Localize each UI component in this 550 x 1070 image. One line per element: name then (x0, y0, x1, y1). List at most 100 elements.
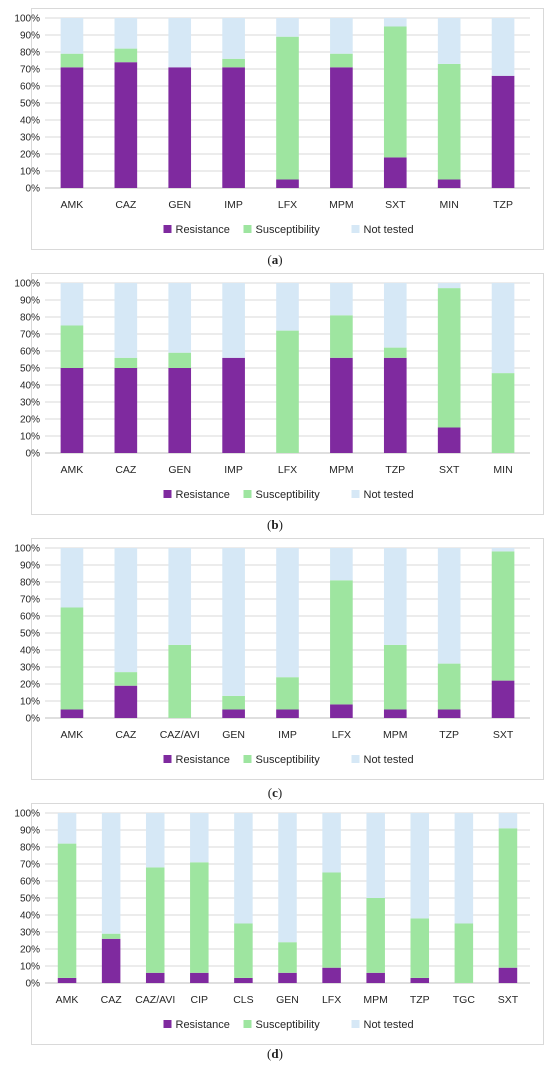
bar-susceptibility-sxt (383, 26, 407, 158)
bar-not-tested-tzp (437, 548, 461, 664)
x-category-label: MIN (440, 199, 459, 211)
chart-panel-d: 0% 10% 20% 30% 40% 50% 60% 70% 80% 90% 100% AMK CAZ C… (14, 809, 530, 1031)
x-category-label: IMP (224, 464, 243, 476)
bar-not-tested-amk (60, 283, 84, 326)
bar-not-tested-sxt (437, 283, 461, 289)
bar-not-tested-mpm (366, 813, 385, 898)
legend-swatch-not-tested (351, 1020, 360, 1028)
y-tick-label: 0% (26, 449, 41, 460)
panel-letter-d: d (271, 1046, 279, 1061)
x-category-label: MPM (363, 994, 388, 1006)
bar-resistance-caz-avi (145, 972, 165, 983)
x-category-label: AMK (61, 464, 84, 476)
bar-not-tested-tzp (383, 283, 407, 348)
bar-susceptibility-cls (234, 923, 253, 978)
bar-susceptibility-amk (57, 843, 77, 978)
bar-resistance-sxt (437, 427, 461, 453)
y-tick-label: 0% (26, 979, 41, 990)
x-category-label: CAZ/AVI (160, 729, 200, 741)
x-category-label: IMP (224, 199, 243, 211)
bar-resistance-caz (101, 938, 121, 983)
bar-susceptibility-mpm (366, 898, 385, 973)
bar-resistance-sxt (498, 967, 518, 983)
y-tick-label: 20% (20, 415, 40, 426)
bar-susceptibility-cip (190, 862, 209, 973)
bar-susceptibility-gen (222, 695, 245, 710)
x-category-label: CAZ/AVI (135, 994, 175, 1006)
bar-not-tested-sxt (383, 18, 407, 27)
legend-swatch-resistance (163, 225, 172, 233)
y-tick-label: 40% (20, 646, 40, 657)
y-tick-label: 0% (26, 184, 41, 195)
bar-not-tested-imp (276, 548, 299, 678)
bar-not-tested-amk (60, 18, 84, 54)
bar-resistance-tzp (491, 75, 515, 188)
bar-not-tested-lfx (330, 548, 353, 581)
legend-label-susceptibility: Susceptibility (256, 489, 321, 501)
y-tick-label: 80% (20, 843, 40, 854)
bar-resistance-imp (276, 709, 299, 718)
y-tick-label: 20% (20, 680, 40, 691)
x-category-label: LFX (278, 464, 297, 476)
x-category-label: IMP (278, 729, 297, 741)
y-tick-label: 60% (20, 612, 40, 623)
bar-susceptibility-lfx (276, 330, 299, 453)
panel-letter-b: b (271, 517, 279, 532)
bar-resistance-sxt (383, 157, 407, 188)
y-tick-label: 50% (20, 894, 40, 905)
bar-resistance-amk (60, 67, 84, 188)
legend-label-not-tested: Not tested (364, 754, 414, 766)
bar-not-tested-caz (114, 18, 138, 49)
x-category-label: TGC (453, 994, 476, 1006)
bar-susceptibility-imp (276, 677, 299, 710)
legend-label-susceptibility: Susceptibility (256, 754, 321, 766)
legend-label-susceptibility: Susceptibility (256, 1019, 321, 1031)
bar-not-tested-caz-avi (168, 548, 192, 645)
bar-not-tested-tzp (491, 18, 515, 76)
x-category-label: CLS (233, 994, 253, 1006)
bar-susceptibility-tzp (410, 918, 430, 978)
bar-not-tested-min (491, 283, 515, 374)
bar-not-tested-mpm (330, 18, 353, 54)
y-tick-label: 30% (20, 398, 40, 409)
y-tick-label: 20% (20, 150, 40, 161)
bar-susceptibility-sxt (498, 828, 518, 968)
panel-label-d: (d) (267, 1046, 283, 1061)
legend-swatch-not-tested (351, 755, 360, 763)
x-category-label: MPM (383, 729, 408, 741)
y-tick-label: 20% (20, 945, 40, 956)
bar-not-tested-lfx (322, 813, 341, 873)
bar-resistance-gen (168, 67, 192, 188)
bar-not-tested-sxt (498, 813, 518, 829)
bar-susceptibility-amk (60, 607, 84, 710)
legend-swatch-susceptibility (243, 1020, 252, 1028)
y-tick-label: 10% (20, 697, 40, 708)
bar-not-tested-lfx (276, 18, 299, 37)
panel-letter-c: c (272, 785, 278, 800)
y-tick-label: 70% (20, 860, 40, 871)
x-category-label: CAZ (115, 199, 137, 211)
y-tick-label: 50% (20, 99, 40, 110)
bar-not-tested-min (437, 18, 461, 64)
panel-label-a: (a) (267, 252, 283, 267)
bar-susceptibility-mpm (383, 644, 407, 710)
panel-label-c: (c) (267, 785, 283, 800)
bar-resistance-caz (114, 62, 138, 189)
bar-resistance-gen (278, 972, 297, 983)
bar-susceptibility-gen (168, 352, 192, 368)
bar-not-tested-gen (222, 548, 245, 696)
bar-susceptibility-gen (278, 942, 297, 973)
y-tick-label: 100% (14, 544, 40, 555)
bar-resistance-min (437, 179, 461, 188)
y-tick-label: 100% (14, 279, 40, 290)
legend-label-resistance: Resistance (176, 1019, 230, 1031)
x-category-label: AMK (61, 199, 84, 211)
bar-susceptibility-tzp (383, 347, 407, 358)
panel-label-b: (b) (267, 517, 283, 532)
bar-not-tested-sxt (491, 548, 515, 552)
bar-resistance-tzp (410, 977, 430, 983)
bar-susceptibility-lfx (322, 872, 341, 968)
bar-susceptibility-amk (60, 325, 84, 368)
chart-panel-c: 0% 10% 20% 30% 40% 50% 60% 70% 80% 90% 100% AMK CAZ C… (14, 544, 530, 766)
y-tick-label: 90% (20, 31, 40, 42)
